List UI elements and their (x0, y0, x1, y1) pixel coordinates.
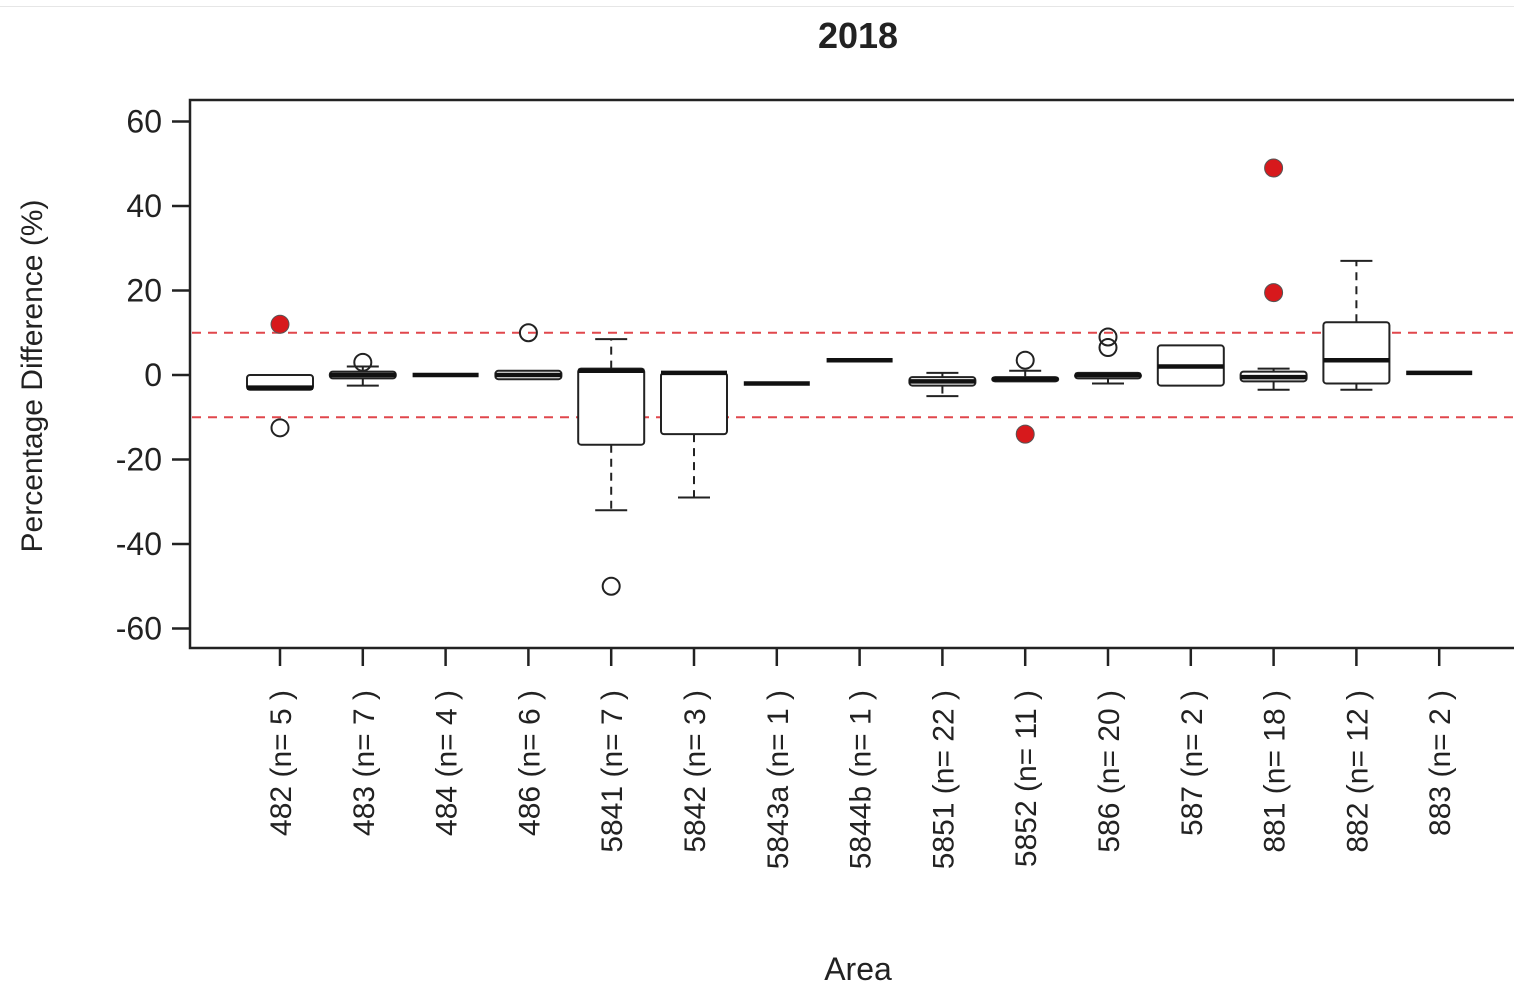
y-tick-label: 60 (126, 104, 162, 140)
outlier-point (518, 323, 538, 343)
y-tick-label: -40 (116, 526, 162, 562)
box (577, 367, 646, 446)
x-tick-label: 587 (n= 2 ) (1176, 690, 1209, 836)
x-tick-label: 5841 (n= 7 ) (596, 690, 629, 853)
x-tick-label: 482 (n= 5 ) (265, 690, 298, 836)
top-divider (0, 6, 1514, 7)
outlier-point (270, 418, 290, 438)
box (660, 371, 728, 436)
x-tick-label: 586 (n= 20 ) (1093, 690, 1126, 853)
outlier-point (353, 352, 373, 372)
x-tick-label: 881 (n= 18 ) (1259, 690, 1292, 853)
highlighted-outlier-point (270, 314, 290, 334)
highlighted-outlier-point (1015, 424, 1035, 444)
x-tick-label: 883 (n= 2 ) (1424, 690, 1457, 836)
x-tick-label: 484 (n= 4 ) (431, 690, 464, 836)
highlighted-outlier-point (1264, 158, 1284, 178)
x-tick-label: 882 (n= 12 ) (1341, 690, 1374, 853)
x-tick-label: 5842 (n= 3 ) (679, 690, 712, 853)
x-tick-label: 5852 (n= 11 ) (1010, 690, 1043, 867)
y-tick-label: 0 (144, 357, 162, 393)
y-tick-label: 40 (126, 188, 162, 224)
box (1322, 321, 1391, 385)
y-tick-label: -20 (116, 442, 162, 478)
chart-title: 2018 (818, 15, 898, 56)
plot-area: 60 40 20 0 -20 -40 -60 482 (n= 5 ) 483 (n= 7 ) 48… (116, 98, 1514, 869)
y-axis-label: Percentage Difference (%) (16, 200, 49, 553)
x-tick-label: 5851 (n= 22 ) (927, 690, 960, 869)
x-tick-label: 5843a (n= 1 ) (762, 690, 795, 869)
outlier-point (1098, 327, 1118, 347)
outlier-point (601, 576, 621, 596)
y-tick-label: -60 (116, 611, 162, 647)
x-tick-label: 486 (n= 6 ) (513, 690, 546, 836)
x-tick-label: 5844b (n= 1 ) (845, 690, 878, 869)
y-tick-label: 20 (126, 273, 162, 309)
outlier-point (1098, 338, 1118, 358)
outlier-point (1015, 350, 1035, 370)
x-axis-label: Area (824, 951, 892, 986)
highlighted-outlier-point (1264, 283, 1284, 303)
x-tick-label: 483 (n= 7 ) (348, 690, 381, 836)
